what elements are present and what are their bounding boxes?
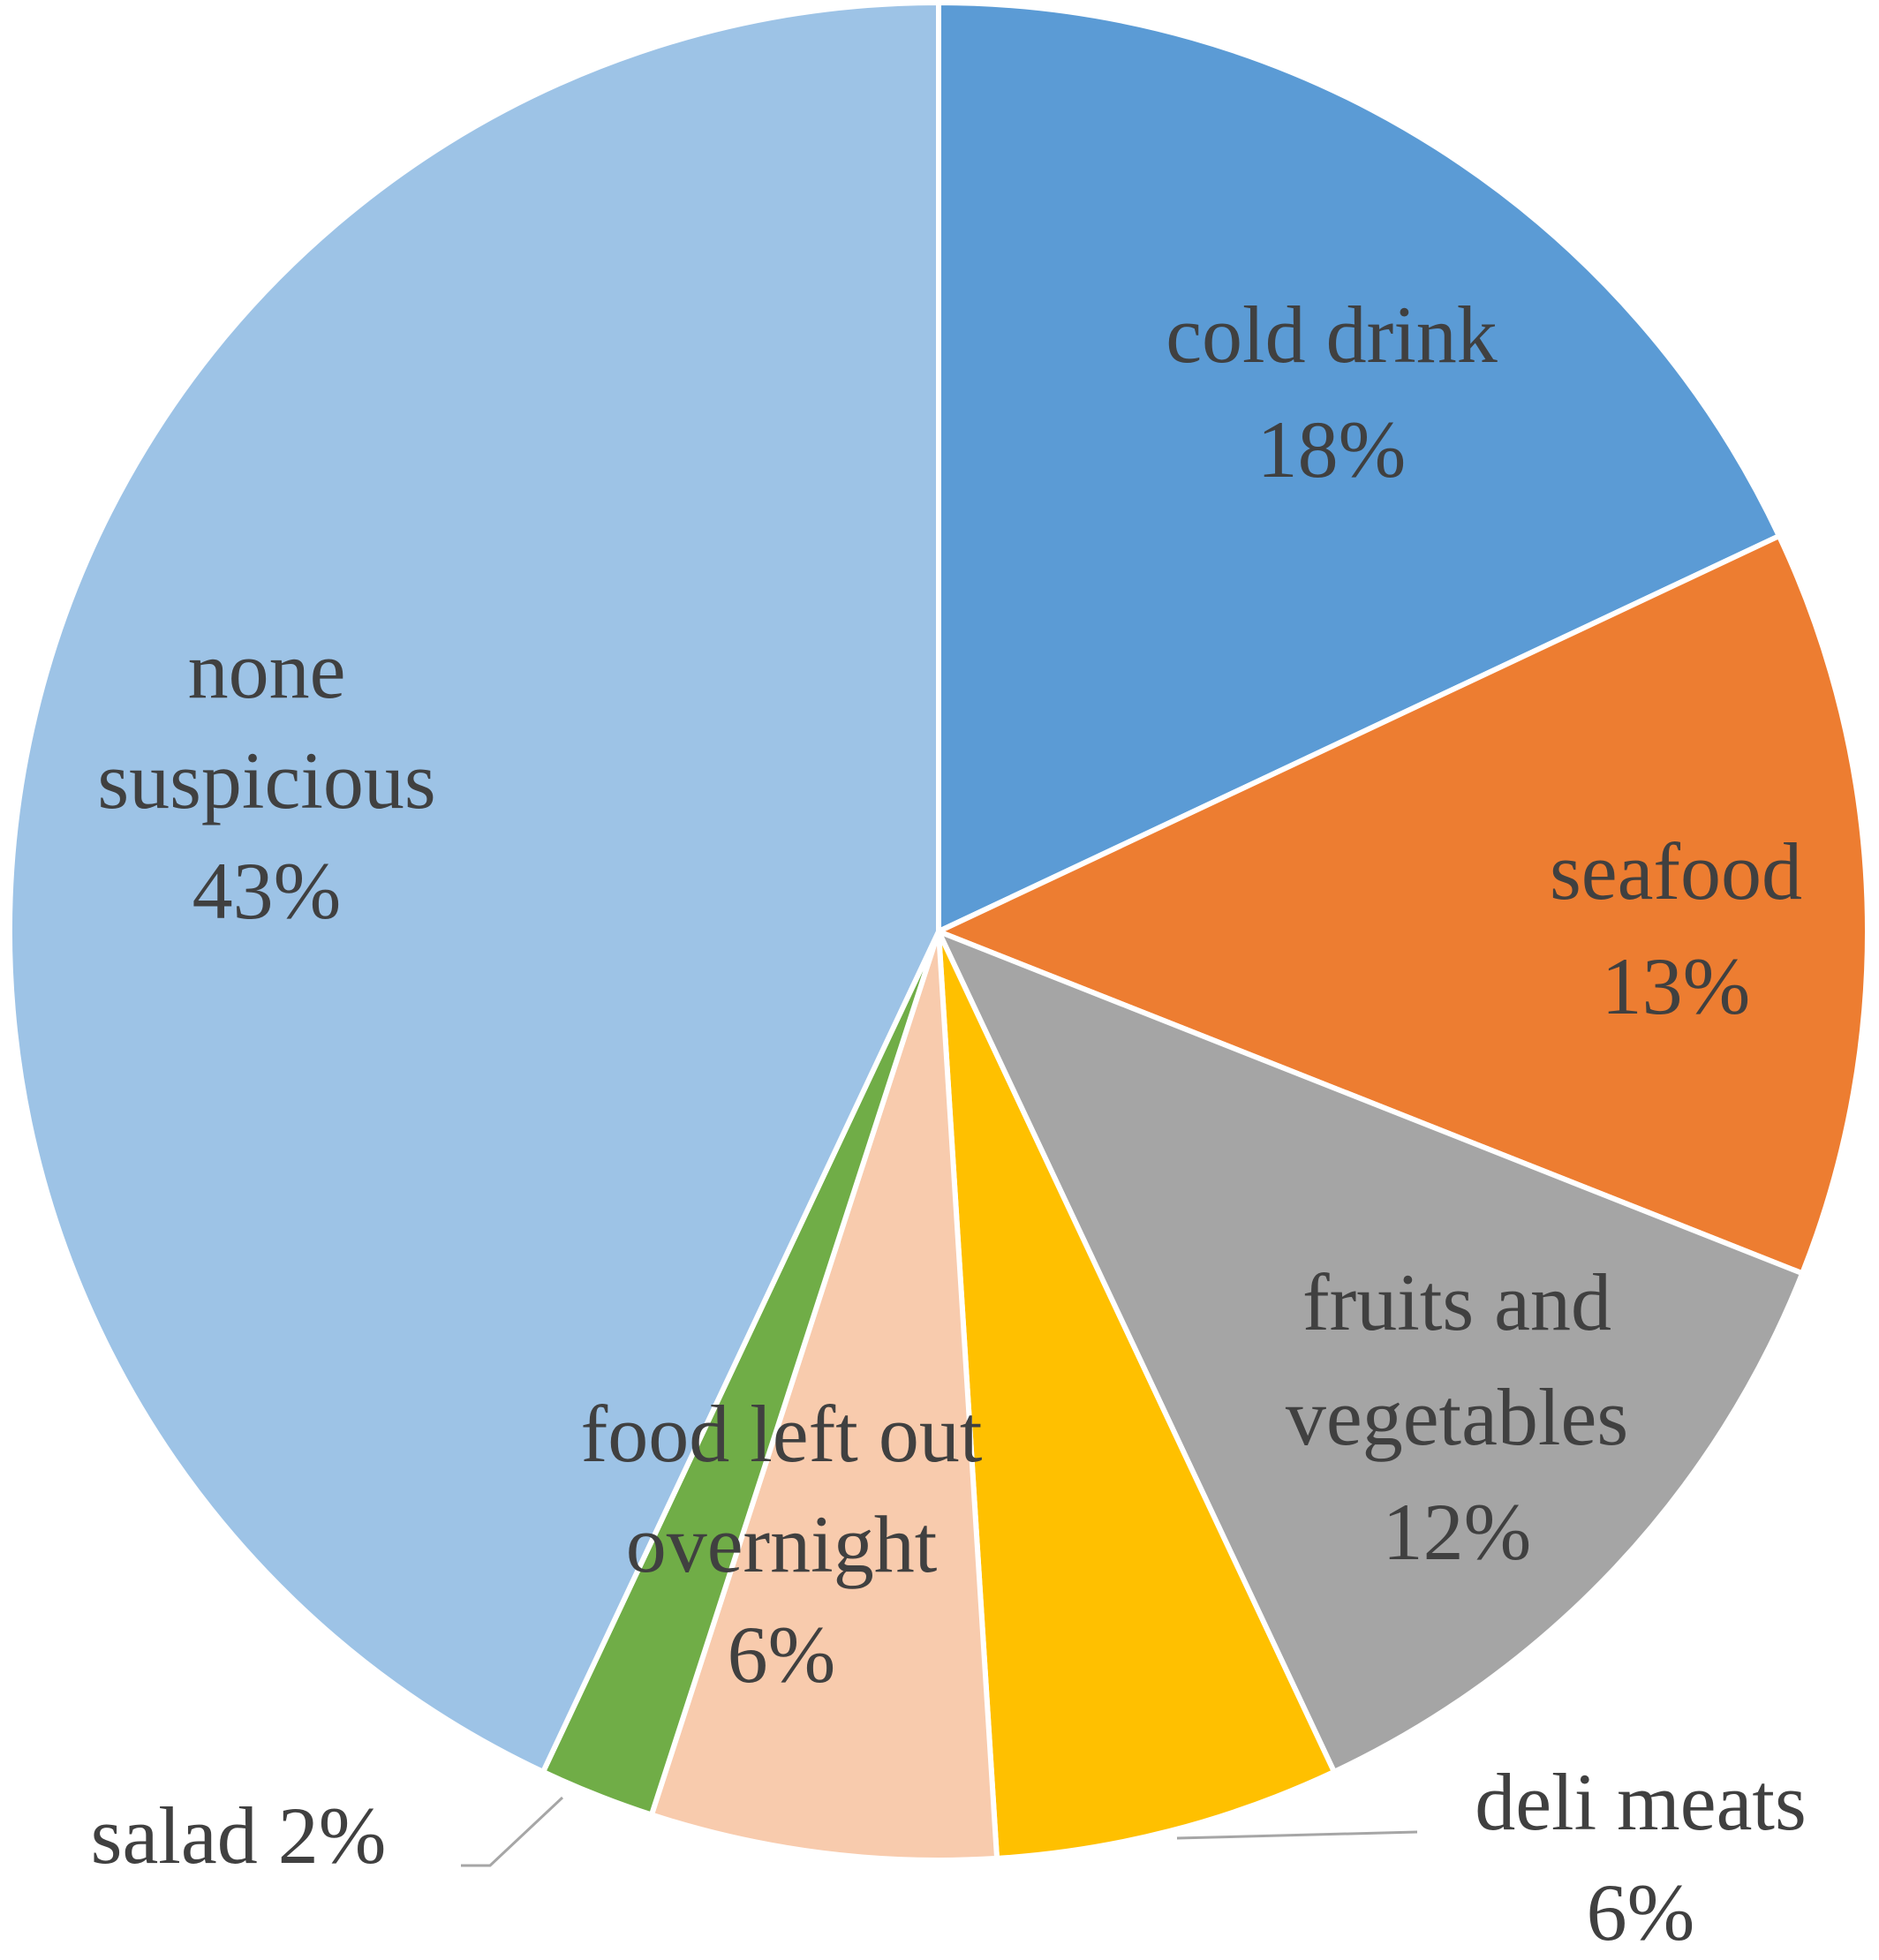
slice-label-line: 13% — [1602, 941, 1751, 1031]
pie-slice-fruits-and-vegetables — [936, 929, 1806, 1775]
pie-slice-cold-drink — [936, 0, 1782, 934]
slice-label-line: 6% — [1587, 1867, 1695, 1957]
pie-slice-seafood — [936, 533, 1870, 1277]
slice-label-line: deli meats — [1475, 1757, 1807, 1847]
slice-label-line: food left out — [581, 1389, 983, 1479]
slice-label-line: 43% — [192, 846, 342, 936]
leader-line-salad — [461, 1796, 564, 1867]
slice-label-line: 18% — [1257, 404, 1407, 494]
pie-slices — [7, 0, 1870, 1863]
slice-label-salad: salad 2% — [91, 1790, 387, 1881]
leader-lines — [461, 1796, 1418, 1867]
slice-label-deli-meats: deli meats 6% — [1475, 1757, 1807, 1957]
slice-label-line: 6% — [728, 1609, 836, 1700]
slice-label-seafood: seafood 13% — [1550, 826, 1802, 1031]
slice-label-line: fruits and — [1302, 1257, 1611, 1347]
slice-label-none-suspicious: none suspicious 43% — [97, 625, 435, 936]
leader-line-deli-meats — [1176, 1830, 1418, 1840]
slice-labels: cold drink 18% seafood 13% fruits and vegetab… — [91, 290, 1807, 1957]
pie-slice-deli-meats — [936, 929, 1337, 1861]
slice-label-line: overnight — [626, 1499, 938, 1589]
slice-label-cold-drink: cold drink 18% — [1166, 290, 1498, 494]
pie-slice-none-suspicious — [7, 0, 941, 1775]
slice-label-line: salad 2% — [91, 1790, 387, 1881]
slice-label-line: suspicious — [97, 735, 435, 825]
slice-label-line: vegetables — [1286, 1372, 1628, 1462]
slice-label-line: seafood — [1550, 826, 1802, 916]
slice-label-line: none — [188, 625, 346, 715]
pie-slice-food-left-out-overnight — [648, 929, 1000, 1863]
slice-label-line: 12% — [1383, 1487, 1532, 1577]
slice-label-fruits-and-vegetables: fruits and vegetables 12% — [1286, 1257, 1628, 1577]
slice-label-line: cold drink — [1166, 290, 1498, 380]
slice-label-food-left-out-overnight: food left out overnight 6% — [581, 1389, 983, 1700]
